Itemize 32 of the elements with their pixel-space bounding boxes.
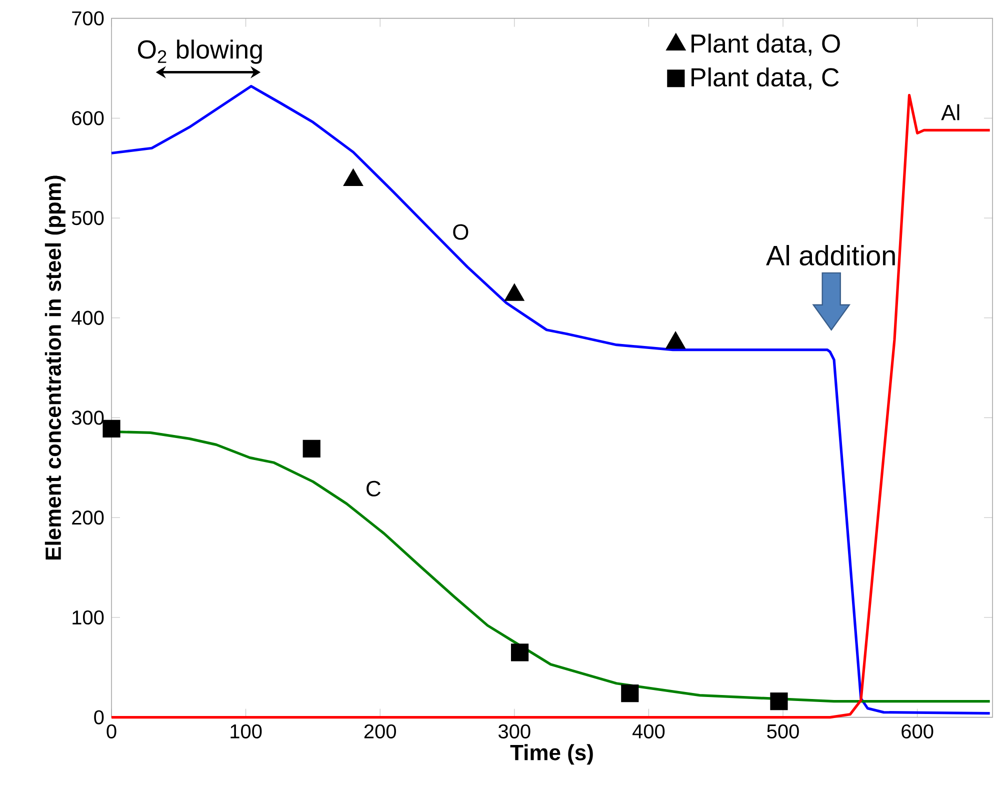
x-tick-label: 0 xyxy=(106,724,116,738)
point xyxy=(504,284,524,301)
annotation: Al xyxy=(941,104,960,120)
point xyxy=(621,684,639,702)
point xyxy=(102,420,120,438)
point xyxy=(770,692,788,710)
point xyxy=(343,168,364,186)
legend-label: Plant data, O xyxy=(692,34,840,56)
annotation: O xyxy=(453,224,468,240)
annotation: O$_{2}$ blowing xyxy=(138,40,262,64)
y-tick-label: 100 xyxy=(72,610,104,625)
annotation: C xyxy=(366,480,381,496)
x-tick-label: 600 xyxy=(902,724,934,738)
x-tick-label: 100 xyxy=(230,724,262,738)
legend-label: Plant data, C xyxy=(692,67,839,90)
annotation: Al addition xyxy=(766,244,895,266)
point xyxy=(302,440,320,458)
y-tick-label: 700 xyxy=(72,11,104,26)
x-tick-label: 200 xyxy=(364,724,396,738)
y-tick-label: 600 xyxy=(72,111,104,126)
y-tick-label: 0 xyxy=(94,710,104,724)
y-tick-label: 300 xyxy=(72,410,104,425)
x-tick-label: 300 xyxy=(498,724,530,738)
point xyxy=(510,644,529,662)
point xyxy=(666,331,686,349)
y-tick-label: 400 xyxy=(72,310,104,325)
x-tick-label: 400 xyxy=(632,724,665,738)
y-axis-title: Element concentration in steel (ppm) xyxy=(44,176,66,560)
y-tick-label: 200 xyxy=(72,510,104,525)
x-tick-label: 500 xyxy=(767,724,799,738)
y-tick-label: 500 xyxy=(72,210,104,226)
x-axis-title: Time (s) xyxy=(510,744,593,765)
